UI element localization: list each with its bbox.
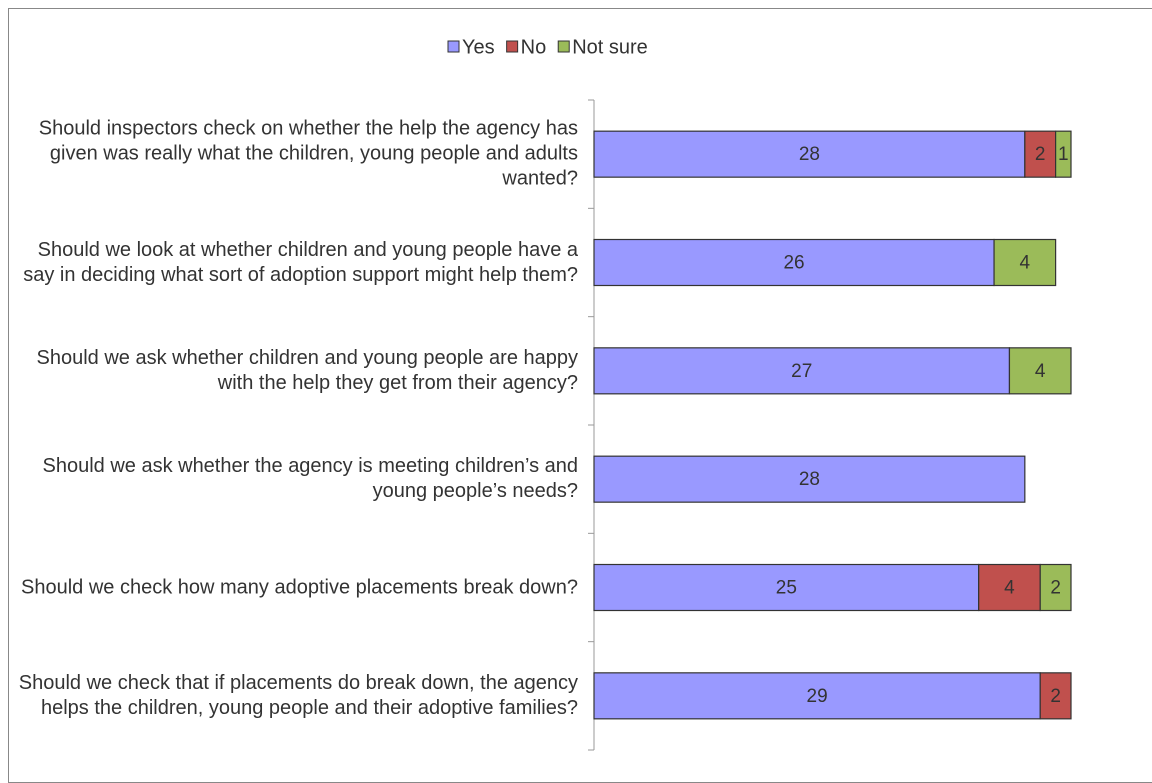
value-label: 2 bbox=[1050, 686, 1061, 707]
category-label: Should we look at whether children and y… bbox=[23, 238, 578, 286]
bar-segment bbox=[993, 238, 1057, 287]
legend-label: No bbox=[521, 36, 547, 58]
bar-segment bbox=[978, 563, 1041, 612]
value-label: 25 bbox=[776, 578, 797, 599]
value-label: 28 bbox=[799, 469, 820, 490]
legend-swatch bbox=[506, 40, 519, 53]
legend-label: Yes bbox=[462, 36, 495, 58]
value-label: 2 bbox=[1050, 578, 1061, 599]
category-label: Should inspectors check on whether the h… bbox=[38, 117, 578, 190]
bar-segment bbox=[1008, 347, 1072, 395]
category-label: Should we ask whether the agency is meet… bbox=[42, 455, 578, 503]
value-label: 4 bbox=[1004, 578, 1015, 599]
bar-segment bbox=[1024, 130, 1057, 178]
value-label: 2 bbox=[1035, 144, 1046, 165]
value-label: 4 bbox=[1035, 361, 1046, 382]
bar-segment bbox=[593, 455, 1026, 503]
category-label: Should we check that if placements do br… bbox=[18, 671, 578, 719]
bar-segment bbox=[1039, 672, 1072, 720]
bar-segment bbox=[593, 130, 1026, 178]
value-label: 4 bbox=[1020, 253, 1031, 274]
legend-swatch bbox=[447, 40, 460, 53]
bar-segment bbox=[1039, 563, 1072, 612]
value-label: 27 bbox=[791, 361, 812, 382]
value-label: 26 bbox=[783, 253, 804, 274]
value-label: 29 bbox=[807, 686, 828, 707]
bar-segment bbox=[1055, 130, 1072, 178]
value-label: 28 bbox=[799, 144, 820, 165]
bar-segment bbox=[593, 347, 1011, 395]
category-label: Should we check how many adoptive placem… bbox=[21, 576, 578, 598]
bar-segment bbox=[593, 563, 980, 612]
value-label: 1 bbox=[1058, 144, 1069, 165]
legend-label: Not sure bbox=[572, 36, 648, 58]
legend-swatch bbox=[557, 40, 570, 53]
category-label: Should we ask whether children and young… bbox=[36, 346, 578, 394]
bar-segment bbox=[593, 672, 1041, 720]
